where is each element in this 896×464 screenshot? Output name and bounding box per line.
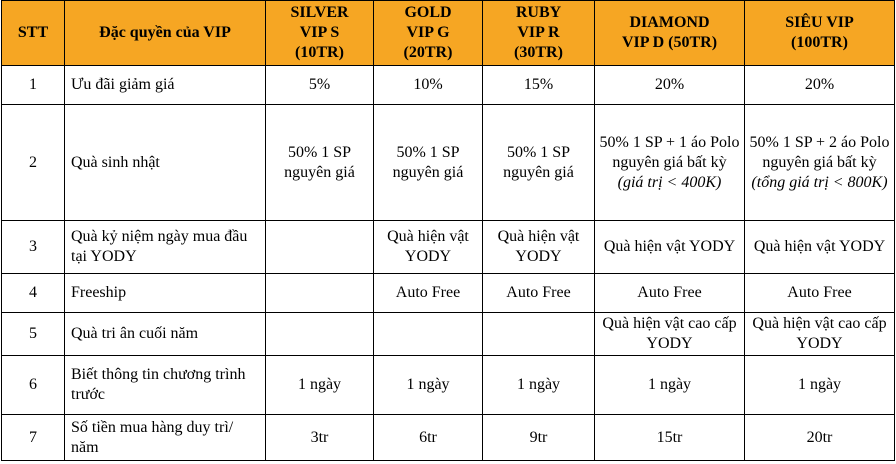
tier-code: VIP G — [406, 24, 450, 41]
cell-silver — [265, 312, 374, 356]
perk-label: Số tiền mua hàng duy trì/ năm — [64, 414, 266, 461]
cell-silver: 1 ngày — [265, 355, 374, 415]
table-row: 6 Biết thông tin chương trình trước 1 ng… — [1, 355, 895, 415]
perk-label: Quà kỷ niệm ngày mua đầu tại YODY — [64, 220, 266, 274]
table-row: 7 Số tiền mua hàng duy trì/ năm 3tr 6tr … — [1, 414, 895, 461]
perk-label: Quà sinh nhật — [64, 104, 266, 221]
tier-threshold: (20TR) — [403, 44, 453, 61]
cell-ruby: Quà hiện vật YODY — [482, 220, 595, 274]
cell-ruby: 50% 1 SP nguyên giá — [482, 104, 595, 221]
cell-gold: 10% — [373, 65, 483, 105]
cell-silver: 3tr — [265, 414, 374, 461]
header-tier-gold: GOLD VIP G (20TR) — [373, 0, 483, 66]
cell-silver — [265, 273, 374, 313]
cell-silver — [265, 220, 374, 274]
cell-sieu-vip: 20tr — [744, 414, 895, 461]
cell-diamond: 20% — [594, 65, 745, 105]
cell-text: 50% 1 SP + 2 áo Polo nguyên giá bất kỳ — [749, 133, 890, 171]
cell-diamond: 15tr — [594, 414, 745, 461]
tier-name: SILVER — [290, 4, 349, 21]
perk-label: Freeship — [64, 273, 266, 313]
cell-sieu-vip: 1 ngày — [744, 355, 895, 415]
cell-silver: 5% — [265, 65, 374, 105]
cell-sieu-vip: Auto Free — [744, 273, 895, 313]
tier-name: RUBY — [515, 4, 562, 21]
cell-ruby: 15% — [482, 65, 595, 105]
cell-gold: 6tr — [373, 414, 483, 461]
table-row: 2 Quà sinh nhật 50% 1 SP nguyên giá 50% … — [1, 104, 895, 221]
header-tier-diamond: DIAMOND VIP D (50TR) — [594, 0, 745, 66]
header-tier-silver: SILVER VIP S (10TR) — [265, 0, 374, 66]
cell-gold: 50% 1 SP nguyên giá — [373, 104, 483, 221]
cell-ruby: Auto Free — [482, 273, 595, 313]
cell-note: (tổng giá trị < 800K) — [751, 173, 888, 191]
cell-diamond: 50% 1 SP + 1 áo Polo nguyên giá bất kỳ (… — [594, 104, 745, 221]
row-number: 7 — [1, 414, 65, 461]
tier-threshold: (10TR) — [295, 44, 344, 61]
row-number: 1 — [1, 65, 65, 105]
cell-diamond: Quà hiện vật cao cấp YODY — [594, 312, 745, 356]
table-row: 4 Freeship Auto Free Auto Free Auto Free… — [1, 273, 895, 313]
header-stt: STT — [1, 0, 65, 66]
row-number: 5 — [1, 312, 65, 356]
cell-note: (giá trị < 400K) — [617, 173, 722, 191]
tier-code: (100TR) — [791, 34, 848, 51]
tier-code: VIP S — [299, 24, 340, 41]
cell-gold: 1 ngày — [373, 355, 483, 415]
header-perk: Đặc quyền của VIP — [64, 0, 266, 66]
perk-label: Ưu đãi giảm giá — [64, 65, 266, 105]
tier-code: VIP R — [517, 24, 560, 41]
cell-gold — [373, 312, 483, 356]
cell-sieu-vip: 50% 1 SP + 2 áo Polo nguyên giá bất kỳ (… — [744, 104, 895, 221]
header-row: STT Đặc quyền của VIP SILVER VIP S (10TR… — [1, 0, 895, 66]
cell-diamond: 1 ngày — [594, 355, 745, 415]
tier-name: SIÊU VIP — [785, 14, 854, 31]
tier-code: VIP D (50TR) — [621, 34, 718, 51]
row-number: 2 — [1, 104, 65, 221]
tier-threshold: (30TR) — [514, 44, 563, 61]
cell-gold: Quà hiện vật YODY — [373, 220, 483, 274]
cell-sieu-vip: Quà hiện vật cao cấp YODY — [744, 312, 895, 356]
header-tier-sieu-vip: SIÊU VIP (100TR) — [744, 0, 895, 66]
cell-diamond: Quà hiện vật YODY — [594, 220, 745, 274]
cell-ruby: 1 ngày — [482, 355, 595, 415]
tier-name: GOLD — [404, 4, 452, 21]
table-row: 1 Ưu đãi giảm giá 5% 10% 15% 20% 20% — [1, 65, 895, 105]
cell-diamond: Auto Free — [594, 273, 745, 313]
table-row: 3 Quà kỷ niệm ngày mua đầu tại YODY Quà … — [1, 220, 895, 274]
cell-text: 50% 1 SP + 1 áo Polo nguyên giá bất kỳ — [599, 133, 740, 171]
cell-sieu-vip: Quà hiện vật YODY — [744, 220, 895, 274]
header-tier-ruby: RUBY VIP R (30TR) — [482, 0, 595, 66]
tier-name: DIAMOND — [629, 14, 710, 31]
table-row: 5 Quà tri ân cuối năm Quà hiện vật cao c… — [1, 312, 895, 356]
row-number: 3 — [1, 220, 65, 274]
cell-gold: Auto Free — [373, 273, 483, 313]
row-number: 4 — [1, 273, 65, 313]
cell-silver: 50% 1 SP nguyên giá — [265, 104, 374, 221]
cell-ruby — [482, 312, 595, 356]
cell-ruby: 9tr — [482, 414, 595, 461]
perk-label: Biết thông tin chương trình trước — [64, 355, 266, 415]
row-number: 6 — [1, 355, 65, 415]
perk-label: Quà tri ân cuối năm — [64, 312, 266, 356]
cell-sieu-vip: 20% — [744, 65, 895, 105]
